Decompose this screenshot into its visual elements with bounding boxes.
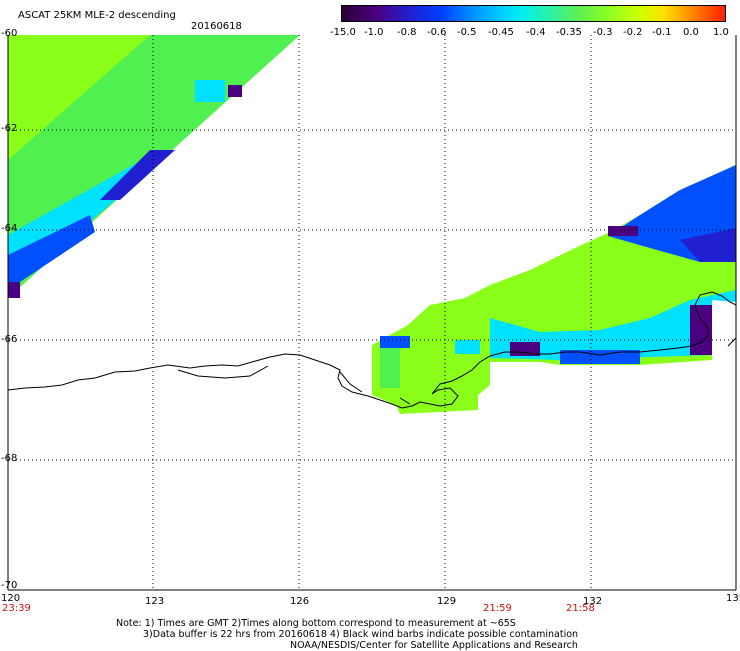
swath-west-edge-dark [100,150,175,200]
colorbar-label-2: -0.8 [397,27,417,38]
lat-label-64: -64 [1,223,18,234]
graticule [8,35,736,590]
coastline-inlet [177,365,411,405]
lon-label-135: 135 [726,593,740,604]
coastline [7,291,737,409]
colorbar-label-12: 1.0 [713,27,729,38]
map-frame [7,35,737,591]
colorbar-label-8: -0.3 [593,27,613,38]
lon-label-120: 120 [1,593,21,604]
swath-east-dark-ne [680,228,736,262]
note-line-1: Note: 1) Times are GMT 2)Times along bot… [116,618,516,629]
lon-label-123: 123 [145,596,165,607]
time-label-mid: 21:59 [483,603,512,614]
swath-west-corner-spot [8,282,20,298]
note-line-2: 3)Data buffer is 22 hrs from 20160618 4)… [143,629,579,640]
colorbar-label-0: -15.0 [330,27,356,38]
note-line-3: NOAA/NESDIS/Center for Satellite Applica… [290,640,578,651]
swath-east-cyan-west [455,340,480,354]
swath-east-green-west [380,348,400,388]
scatterometer-swaths [8,35,736,414]
colorbar-gradient [342,6,725,21]
colorbar-label-10: -0.1 [652,27,672,38]
colorbar-label-1: -1.0 [364,27,384,38]
colorbar-label-7: -0.35 [556,27,582,38]
colorbar-label-11: 0.0 [683,27,699,38]
lon-label-129: 129 [437,596,457,607]
lon-label-132: 132 [583,596,603,607]
lat-label-62: -62 [1,123,18,134]
swath-west-dark-spot [228,85,242,97]
colorbar-label-9: -0.2 [623,27,643,38]
date-label: 20160618 [191,21,242,32]
swath-east-blue-shelf [560,350,640,364]
swath-east-blue-west [380,336,410,348]
lat-label-66: -66 [1,334,18,345]
colorbar-label-3: -0.6 [427,27,447,38]
swath-west-core [8,35,150,160]
swath-east-cyan-band [490,290,736,360]
swath-east-dark-strip [608,226,638,236]
lat-label-70: -70 [1,580,18,591]
colorbar [341,5,726,22]
colorbar-label-5: -0.45 [488,27,514,38]
colorbar-label-6: -0.4 [526,27,546,38]
time-label-left: 23:39 [2,603,31,614]
lat-label-60: -60 [1,28,18,39]
lon-label-126: 126 [290,596,310,607]
colorbar-label-4: -0.5 [457,27,477,38]
swath-west-cyan-patch [195,80,225,102]
swath-west-edge-blue [8,215,95,290]
lat-label-68: -68 [1,453,18,464]
time-label-right: 21:58 [566,603,595,614]
swath-east-dark-coast [690,305,712,355]
product-title: ASCAT 25KM MLE-2 descending [18,10,176,21]
